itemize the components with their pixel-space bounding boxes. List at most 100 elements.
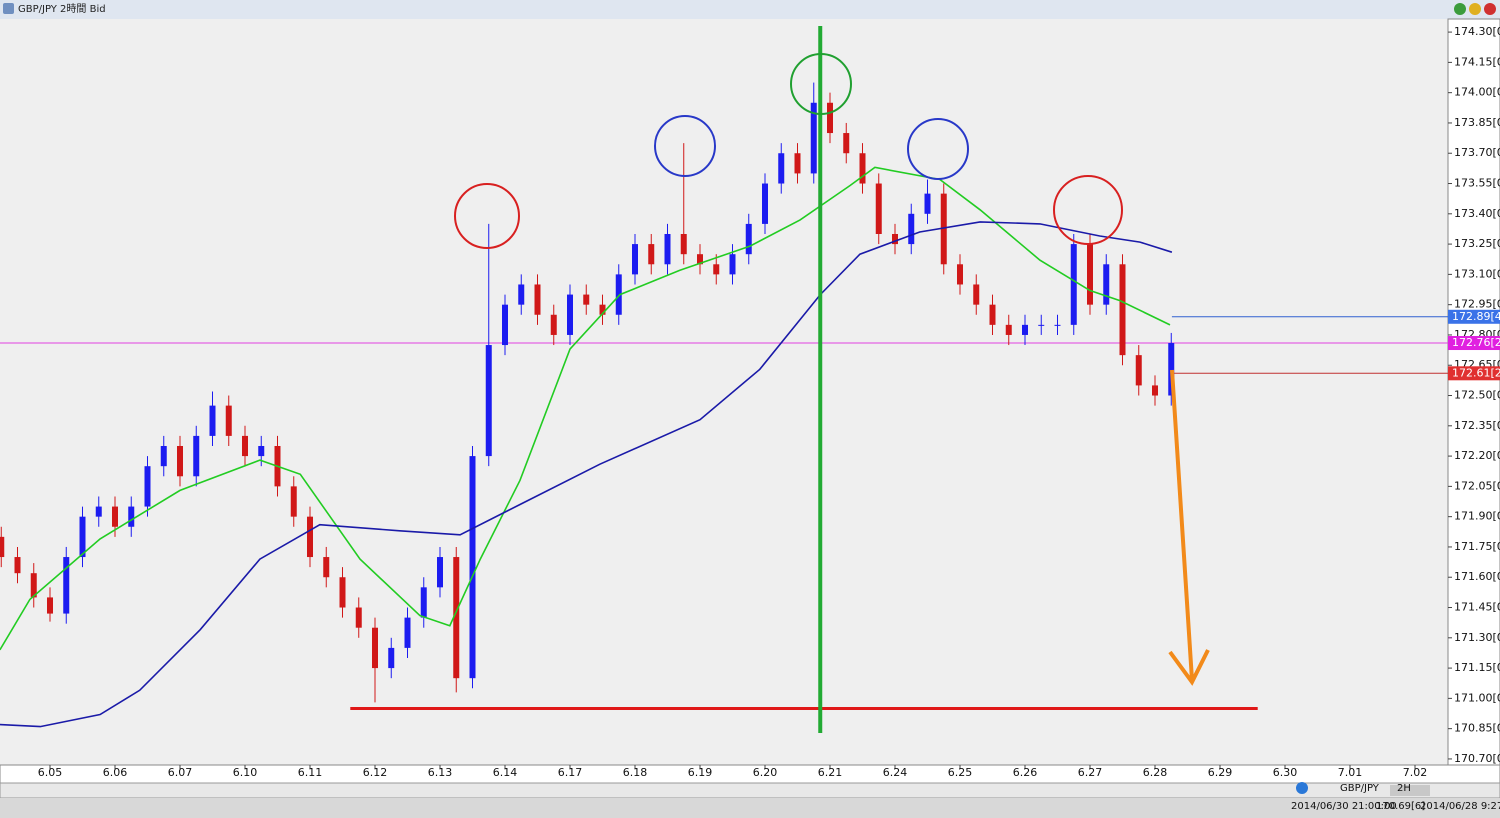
y-tick-label: 170.85[0 xyxy=(1454,722,1500,735)
candle-body xyxy=(534,284,541,315)
x-tick-label: 7.01 xyxy=(1338,766,1363,779)
candle-body xyxy=(437,557,443,588)
candle-body xyxy=(550,314,557,335)
candle-body xyxy=(95,506,102,517)
x-tick-label: 6.18 xyxy=(623,766,648,779)
y-tick-label: 171.00[0 xyxy=(1454,691,1500,704)
candle-body xyxy=(453,557,460,679)
x-tick-label: 6.20 xyxy=(753,766,778,779)
candle-body xyxy=(209,405,216,436)
candle-body xyxy=(1119,264,1126,356)
candle-body xyxy=(827,102,833,134)
scroll-thumb[interactable] xyxy=(1390,785,1430,796)
status-clock: 2014/06/28 9:27:27 xyxy=(1420,801,1500,812)
y-tick-label: 171.90[0 xyxy=(1454,510,1500,523)
y-tick-label: 172.05[0 xyxy=(1454,479,1500,492)
candle-body xyxy=(1168,343,1175,396)
x-tick-label: 6.19 xyxy=(688,766,713,779)
circle-marker xyxy=(454,183,520,249)
candle-body xyxy=(339,577,346,608)
candle-body xyxy=(388,647,395,669)
app-icon xyxy=(3,3,14,14)
candle-body xyxy=(1103,264,1110,305)
price-axis xyxy=(1447,18,1500,766)
x-tick-label: 6.12 xyxy=(363,766,388,779)
moving-average xyxy=(0,221,1173,728)
zoom-button[interactable] xyxy=(1296,782,1308,794)
candle-body xyxy=(1054,324,1061,326)
x-tick-label: 6.25 xyxy=(948,766,973,779)
y-tick-label: 172.50[0 xyxy=(1454,389,1500,402)
candle-body xyxy=(810,102,817,174)
candle-body xyxy=(713,264,720,275)
y-tick-label: 171.15[0 xyxy=(1454,661,1500,674)
candle-body xyxy=(0,536,5,558)
candle-body xyxy=(160,445,167,467)
scrollbar[interactable] xyxy=(0,782,1500,799)
y-tick-label: 174.30[0 xyxy=(1454,25,1500,38)
candle-body xyxy=(323,557,330,578)
circle-marker xyxy=(1053,175,1123,245)
symbol-select[interactable]: GBP/JPY xyxy=(1340,783,1380,794)
title-bar xyxy=(0,0,1500,19)
maximize-button[interactable] xyxy=(1469,3,1481,15)
candle-body xyxy=(762,183,768,224)
candle-body xyxy=(697,254,703,265)
y-tick-label: 171.75[0 xyxy=(1454,540,1500,553)
circle-marker xyxy=(654,115,716,177)
y-tick-label: 173.10[0 xyxy=(1454,267,1500,280)
plot: 174.30[0 174.15[0 174.00[0 173.85[0 173.70[0… xyxy=(0,25,1500,779)
x-tick-label: 6.24 xyxy=(883,766,908,779)
candle-body xyxy=(502,304,508,346)
candle-body xyxy=(745,223,752,255)
x-tick-label: 6.05 xyxy=(38,766,63,779)
close-button[interactable] xyxy=(1484,3,1496,15)
y-tick-label: 170.70[0 xyxy=(1454,752,1500,765)
candle-body xyxy=(567,294,573,335)
candle-body xyxy=(859,153,866,184)
y-tick-label: 171.60[0 xyxy=(1454,570,1500,583)
candle-body xyxy=(1022,324,1028,335)
candle-body xyxy=(144,466,151,507)
x-tick-label: 6.29 xyxy=(1208,766,1233,779)
plot-area xyxy=(0,19,1448,765)
x-tick-label: 6.30 xyxy=(1273,766,1298,779)
candle-body xyxy=(177,445,183,477)
x-tick-label: 6.17 xyxy=(558,766,583,779)
candle-body xyxy=(648,244,655,265)
candle-body xyxy=(518,284,525,305)
x-tick-label: 6.21 xyxy=(818,766,843,779)
candle-body xyxy=(778,153,785,184)
candle-body xyxy=(404,617,411,648)
price-tag xyxy=(1448,336,1500,351)
candle-body xyxy=(973,284,980,305)
candle-body xyxy=(989,304,996,325)
candle-body xyxy=(680,233,687,255)
candle-body xyxy=(729,254,736,275)
candle-body xyxy=(940,193,947,265)
arrow xyxy=(1168,369,1210,686)
candle-body xyxy=(875,183,882,234)
candle-body xyxy=(908,213,915,245)
y-tick-label: 171.30[0 xyxy=(1454,631,1500,644)
candle-body xyxy=(892,233,898,245)
candle-body xyxy=(1135,355,1142,386)
y-tick-label: 171.45[0 xyxy=(1454,601,1500,614)
x-tick-label: 6.14 xyxy=(493,766,518,779)
candle-body xyxy=(1087,244,1093,305)
candle-body xyxy=(924,193,931,214)
candle-body xyxy=(957,264,963,285)
candle-body xyxy=(1038,324,1045,326)
minimize-button[interactable] xyxy=(1454,3,1466,15)
status-price: 170.69[6] xyxy=(1376,801,1425,812)
moving-average xyxy=(0,166,1171,651)
candle-body xyxy=(372,627,378,669)
candle-body xyxy=(290,486,297,517)
x-tick-label: 7.02 xyxy=(1403,766,1428,779)
period-select[interactable]: 2H xyxy=(1397,783,1411,794)
candle-body xyxy=(485,345,492,457)
candle-body xyxy=(307,516,313,558)
status-bar xyxy=(0,798,1500,818)
